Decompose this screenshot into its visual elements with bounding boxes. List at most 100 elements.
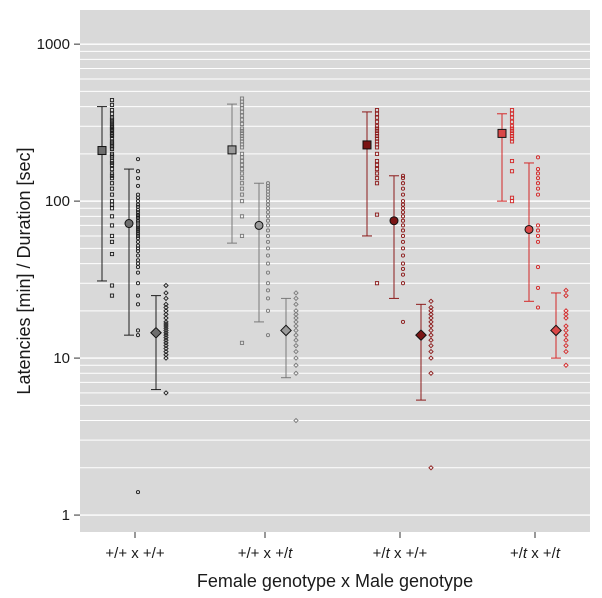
data-point-diamond <box>563 362 569 368</box>
data-point-square <box>374 162 380 167</box>
y-axis: 1 10 100 1000 <box>37 36 80 524</box>
data-point-circle <box>400 176 406 181</box>
data-point-circle <box>135 333 141 338</box>
data-point-diamond <box>293 348 299 355</box>
data-point-circle <box>400 210 406 215</box>
data-point-square <box>109 128 115 133</box>
gridlines <box>80 43 590 516</box>
data-point-square <box>374 167 380 172</box>
data-point-circle <box>135 229 141 234</box>
data-point-circle <box>400 202 406 207</box>
mean-marker-square <box>362 140 372 150</box>
data-point-square <box>239 158 245 164</box>
data-point-square <box>109 186 115 191</box>
data-point-circle <box>265 206 271 211</box>
data-point-diamond <box>293 295 299 302</box>
data-point-square <box>239 145 245 150</box>
data-point-circle <box>400 223 406 228</box>
data-point-circle <box>400 281 406 286</box>
data-point-square <box>239 167 245 172</box>
data-point-square <box>239 162 245 167</box>
data-point-square <box>374 212 380 217</box>
data-point-diamond <box>563 308 569 314</box>
y-tick-label: 10 <box>53 350 70 367</box>
data-point-square <box>239 176 245 181</box>
data-point-circle <box>265 214 271 219</box>
data-point-square <box>109 233 115 238</box>
data-point-square <box>374 119 380 124</box>
data-point-square <box>239 340 245 345</box>
group-2 <box>227 96 299 424</box>
data-point-circle <box>265 210 271 215</box>
data-point-square <box>239 233 245 238</box>
data-point-circle <box>135 223 141 228</box>
data-point-diamond <box>563 332 569 338</box>
data-point-square <box>509 115 515 120</box>
data-point-square <box>374 115 380 120</box>
data-point-circle <box>135 243 141 248</box>
data-point-circle <box>135 265 141 270</box>
data-point-diamond <box>163 330 169 336</box>
x-axis-title: Female genotype x Male genotype <box>197 571 473 591</box>
data-point-circle <box>400 233 406 238</box>
y-tick-label: 1 <box>62 507 70 524</box>
data-point-square <box>239 133 245 139</box>
data-point-square <box>109 239 115 244</box>
data-point-square <box>374 111 380 116</box>
data-point-square <box>239 126 245 131</box>
data-point-circle <box>535 192 541 197</box>
data-point-circle <box>535 181 541 186</box>
data-point-square <box>109 173 115 178</box>
data-point-square <box>509 124 515 129</box>
data-point-square <box>239 128 245 133</box>
data-point-square <box>239 155 245 160</box>
data-point-square <box>239 192 245 197</box>
data-point-diamond <box>563 337 569 343</box>
data-point-square <box>509 126 515 131</box>
mean-marker-square <box>497 128 507 138</box>
data-point-square <box>109 155 115 160</box>
data-point-square <box>109 252 115 257</box>
data-point-diamond <box>163 342 169 349</box>
data-point-circle <box>265 233 271 238</box>
data-point-circle <box>400 206 406 211</box>
data-point-diamond <box>563 342 569 349</box>
data-point-circle <box>400 319 406 324</box>
data-point-diamond <box>428 337 434 343</box>
data-point-square <box>509 133 515 139</box>
data-point-diamond <box>563 315 569 321</box>
data-point-square <box>374 281 380 286</box>
data-point-square <box>239 109 245 114</box>
data-point-diamond <box>293 332 299 338</box>
data-point-circle <box>135 253 141 258</box>
x-tick-label: +/t x +/t <box>510 545 561 562</box>
data-point-circle <box>400 266 406 271</box>
data-point-circle <box>400 186 406 191</box>
data-point-square <box>374 151 380 156</box>
data-point-circle <box>265 308 271 313</box>
y-tick-label: 100 <box>45 193 70 210</box>
data-point-circle <box>400 261 406 266</box>
data-point-circle <box>265 202 271 207</box>
data-point-diamond <box>293 355 299 361</box>
data-point-circle <box>535 167 541 172</box>
data-point-circle <box>135 169 141 174</box>
data-point-square <box>509 108 515 113</box>
data-point-square <box>109 176 115 181</box>
data-point-circle <box>135 490 141 495</box>
data-point-square <box>109 223 115 228</box>
data-point-diamond <box>163 295 169 302</box>
data-point-diamond <box>293 417 299 424</box>
data-point-diamond <box>163 301 169 308</box>
data-point-square <box>374 145 380 150</box>
data-point-diamond <box>293 308 299 314</box>
data-point-circle <box>135 210 141 215</box>
group-1 <box>97 98 169 495</box>
data-point-diamond <box>163 340 169 346</box>
data-point-circle <box>265 181 271 186</box>
data-point-diamond <box>428 348 434 355</box>
data-point-square <box>374 133 380 139</box>
data-point-diamond <box>163 308 169 314</box>
data-point-circle <box>135 233 141 238</box>
data-point-circle <box>400 228 406 233</box>
